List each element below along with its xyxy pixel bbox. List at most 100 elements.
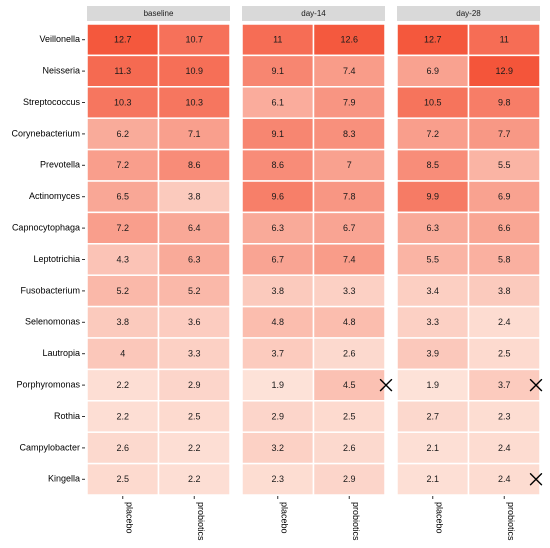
heatmap-cell <box>241 117 315 151</box>
cell-value: 10.9 <box>185 66 203 76</box>
heatmap-cell <box>157 23 231 57</box>
heatmap-cell <box>396 337 470 371</box>
cross-mark-icon <box>379 378 393 392</box>
cell-value: 4.8 <box>271 317 284 327</box>
heatmap-cell <box>467 23 541 57</box>
cell-value: 4 <box>120 349 125 359</box>
heatmap-cell <box>157 117 231 151</box>
cell-value: 2.4 <box>498 474 511 484</box>
cell-value: 2.9 <box>188 380 201 390</box>
cell-value: 12.7 <box>424 35 442 45</box>
heatmap-cell <box>312 117 386 151</box>
cell-value: 12.9 <box>495 66 513 76</box>
cell-value: 4.3 <box>116 254 129 264</box>
row-label: Porphyromonas <box>16 379 80 389</box>
heatmap-cell <box>241 86 315 119</box>
cell-value: 5.5 <box>426 254 439 264</box>
cell-value: 3.4 <box>426 286 439 296</box>
cell-value: 7.9 <box>343 97 356 107</box>
cell-value: 10.7 <box>185 35 203 45</box>
heatmap-cell <box>157 368 231 402</box>
heatmap-cell <box>157 54 231 88</box>
column-label: probiotics <box>351 502 361 541</box>
heatmap-cell <box>312 462 386 496</box>
cell-value: 6.3 <box>426 223 439 233</box>
cell-value: 1.9 <box>426 380 439 390</box>
heatmap-cell <box>241 462 315 496</box>
heatmap-cell <box>467 180 541 214</box>
cell-value: 3.9 <box>426 349 439 359</box>
column-label: placebo <box>124 502 134 534</box>
cell-value: 8.6 <box>188 160 201 170</box>
row-label: Prevotella <box>40 160 80 170</box>
cell-value: 3.8 <box>271 286 284 296</box>
row-label: Lautropia <box>42 348 80 358</box>
cell-value: 2.5 <box>116 474 129 484</box>
cell-value: 6.2 <box>116 129 129 139</box>
row-label: Corynebacterium <box>11 128 80 138</box>
heatmap-cell <box>396 462 470 496</box>
cell-value: 6.1 <box>271 97 284 107</box>
heatmap-cell <box>396 117 470 151</box>
heatmap-cell <box>396 400 470 433</box>
cell-value: 2.5 <box>188 411 201 421</box>
heatmap-cell <box>396 211 470 245</box>
cell-value: 7.8 <box>343 192 356 202</box>
cell-value: 3.2 <box>271 443 284 453</box>
heatmap-cell <box>467 117 541 151</box>
cell-value: 9.1 <box>271 129 284 139</box>
cell-value: 11 <box>273 35 282 45</box>
cell-value: 2.2 <box>116 411 129 421</box>
row-label: Selenomonas <box>25 317 81 327</box>
heatmap-cell <box>86 431 160 465</box>
row-label: Fusobacterium <box>20 285 80 295</box>
heatmap-cell <box>241 148 315 182</box>
heatmap-cell <box>396 54 470 88</box>
facet-strip-label: baseline <box>144 9 174 18</box>
heatmap-cell <box>241 337 315 371</box>
cell-value: 7 <box>347 160 352 170</box>
heatmap-cell <box>467 243 541 276</box>
cell-value: 11 <box>500 35 509 45</box>
cell-value: 2.3 <box>498 411 511 421</box>
facet-strip <box>242 6 385 21</box>
cell-value: 2.2 <box>188 443 201 453</box>
cell-value: 6.3 <box>271 223 284 233</box>
cell-value: 3.7 <box>271 349 284 359</box>
cell-value: 2.4 <box>498 443 511 453</box>
cell-value: 8.3 <box>343 129 356 139</box>
cell-value: 6.9 <box>498 192 511 202</box>
cell-value: 5.2 <box>116 286 129 296</box>
row-label: Veillonella <box>39 34 80 44</box>
cell-value: 9.1 <box>271 66 284 76</box>
cell-value: 2.9 <box>271 411 284 421</box>
heatmap-cell <box>312 148 386 182</box>
heatmap-cell <box>396 305 470 339</box>
row-label: Kingella <box>48 474 80 484</box>
cell-value: 2.5 <box>343 411 356 421</box>
cell-value: 3.6 <box>188 317 201 327</box>
cell-value: 7.1 <box>188 129 201 139</box>
cross-mark-icon <box>529 378 543 392</box>
cell-value: 9.6 <box>271 192 284 202</box>
cell-value: 2.6 <box>116 443 129 453</box>
cell-value: 10.5 <box>424 97 442 107</box>
facet-strip <box>87 6 230 21</box>
row-label: Actinomyces <box>29 191 81 201</box>
cell-value: 9.8 <box>498 97 511 107</box>
cell-value: 2.2 <box>188 474 201 484</box>
heatmap-cell <box>467 211 541 245</box>
cell-value: 2.1 <box>426 443 439 453</box>
heatmap-cell <box>467 148 541 182</box>
cell-value: 6.5 <box>116 192 129 202</box>
column-label: placebo <box>279 502 289 534</box>
cell-value: 5.5 <box>498 160 511 170</box>
heatmap-cell <box>312 400 386 433</box>
cell-value: 5.8 <box>498 254 511 264</box>
column-label: probiotics <box>506 502 516 541</box>
heatmap-cell <box>312 211 386 245</box>
row-label: Streptococcus <box>23 97 81 107</box>
heatmap-cell <box>312 243 386 276</box>
cell-value: 3.3 <box>188 349 201 359</box>
